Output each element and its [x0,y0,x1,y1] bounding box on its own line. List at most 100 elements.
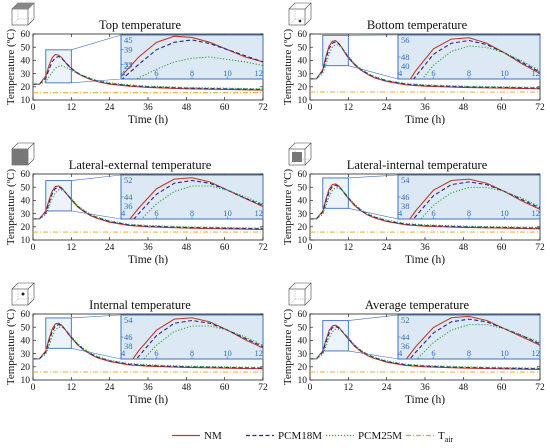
chart-title: Average temperature [365,298,470,312]
y-tick-label: 50 [21,183,31,193]
inset-y-tick-label: 36 [124,201,133,211]
cube-highlight-center [21,292,25,296]
y-tick-label: 40 [21,337,31,347]
series-nm-line [33,185,264,230]
cube-icon [11,282,35,306]
y-tick-label: 60 [21,170,31,180]
inset-connector [71,210,122,220]
inset-x-tick-label: 12 [255,68,264,78]
y-tick-label: 10 [21,236,31,246]
cube-top-face [288,282,312,290]
x-tick-label: 36 [420,383,430,393]
inset-y-tick-label: 56 [401,35,410,45]
inset-connector [71,348,122,360]
inset-x-tick-label: 12 [255,348,264,358]
x-tick-label: 24 [105,243,115,253]
y-tick-label: 50 [298,323,308,333]
inset-x-tick-label: 12 [532,348,541,358]
inset-y-tick-label: 52 [124,175,133,185]
legend: NM PCM18M PCM25M Tair [172,430,454,444]
inset-x-tick-label: 8 [467,348,471,358]
inset-series-pcm18m-line [413,39,540,79]
inset-y-tick-label: 39 [124,45,133,55]
inset-x-tick-label: 12 [532,208,541,218]
series-pcm18m-line [310,325,541,370]
y-tick-label: 20 [21,83,31,93]
series-pcm18m-line [310,41,541,89]
inset-x-tick-label: 4 [121,208,126,218]
cube-front-face [11,288,29,306]
cube-highlight-top [12,3,34,9]
y-tick-label: 50 [21,43,31,53]
inset-x-tick-label: 8 [467,208,471,218]
inset-series-nm-line [405,315,540,359]
inset-x-tick-label: 6 [154,68,158,78]
x-tick-label: 12 [344,383,354,393]
y-axis-label: Temperature (ºC) [282,29,294,106]
cube-icon [288,142,312,166]
inset-y-tick-label: 44 [124,192,133,202]
inset-y-tick-label: 52 [401,315,410,325]
cube-top-face [11,142,35,150]
inset-frame [397,34,541,80]
y-tick-label: 60 [21,30,31,40]
x-tick-label: 12 [67,383,77,393]
inset-x-tick-label: 8 [467,68,471,78]
y-tick-label: 20 [298,223,308,233]
inset-x-tick-label: 4 [398,348,403,358]
inset-x-tick-label: 10 [500,208,509,218]
inset-series-pcm18m-line [412,181,540,219]
inset-connector [348,65,399,80]
y-axis-label: Temperature (ºC) [5,309,17,386]
y-tick-label: 60 [298,310,308,320]
inset-x-tick-label: 10 [223,68,232,78]
inset-y-tick-label: 38 [401,201,410,211]
cube-highlight-face [292,152,302,162]
x-tick-label: 0 [308,383,313,393]
chart-title: Bottom temperature [367,18,468,32]
cube-hidden-edge [288,298,296,306]
legend-label: PCM18M [278,430,322,442]
x-tick-label: 48 [182,383,192,393]
inset-x-tick-label: 10 [223,208,232,218]
y-tick-label: 30 [298,70,308,80]
y-tick-label: 20 [298,83,308,93]
x-tick-label: 24 [382,383,392,393]
inset-x-tick-label: 6 [431,68,435,78]
inset-series-pcm25m-line [421,45,540,79]
inset-series-nm-line [409,37,540,79]
x-tick-label: 60 [497,383,507,393]
y-tick-label: 10 [298,96,308,106]
cube-highlight-bottom [298,19,302,23]
x-tick-label: 48 [459,103,469,113]
chart-title: Lateral-internal temperature [347,158,488,172]
series-nm-line [310,40,541,90]
cube-top-face [11,282,35,290]
x-tick-label: 24 [382,103,392,113]
series-nm-line [310,324,541,370]
inset-y-tick-label: 40 [401,61,410,71]
inset-series-pcm18m-line [121,39,263,79]
y-tick-label: 60 [298,170,308,180]
inset-x-tick-label: 4 [398,208,403,218]
y-tick-label: 40 [21,197,31,207]
y-axis-label: Temperature (ºC) [282,169,294,246]
x-tick-label: 60 [220,103,230,113]
inset-x-tick-label: 12 [255,208,264,218]
y-tick-label: 50 [298,43,308,53]
x-tick-label: 0 [31,383,36,393]
y-tick-label: 40 [298,57,308,67]
x-tick-label: 36 [143,103,153,113]
x-tick-label: 24 [105,383,115,393]
inset-connector [348,350,399,360]
x-tick-label: 36 [420,103,430,113]
y-axis-label: Temperature (ºC) [5,169,17,246]
inset-series-pcm25m-line [140,185,263,219]
inset-series-pcm25m-line [416,324,540,359]
series-pcm18m-line [33,323,264,369]
x-tick-label: 60 [220,243,230,253]
inset-x-tick-label: 4 [398,68,403,78]
